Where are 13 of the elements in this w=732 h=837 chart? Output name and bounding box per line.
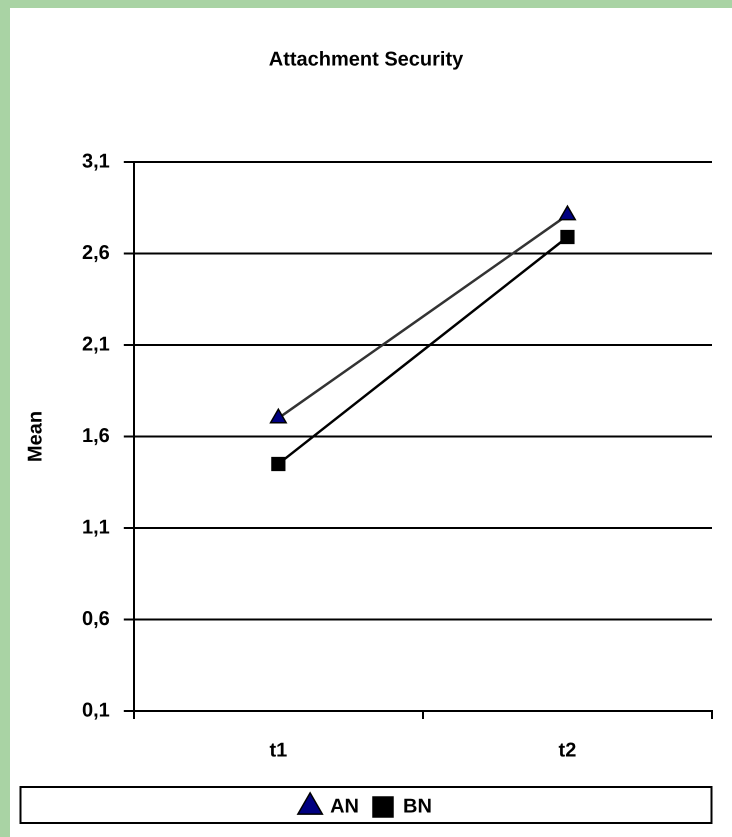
x-tick-label: t1	[269, 740, 288, 762]
y-axis-title: Mean	[24, 410, 47, 462]
chart-title: Attachment Security	[268, 48, 464, 71]
y-tick-label: 2,1	[82, 334, 110, 356]
x-tick-label: t2	[558, 740, 576, 762]
y-tick-label: 1,6	[82, 425, 110, 448]
legend-label: BN	[403, 796, 432, 818]
y-tick-label: 0,6	[82, 608, 110, 630]
y-tick-label: 2,6	[82, 242, 110, 264]
y-tick-label: 3,1	[82, 150, 110, 173]
y-tick-label: 1,1	[82, 516, 110, 539]
y-tick-label: 0,1	[82, 700, 110, 722]
legend-label: AN	[330, 796, 360, 818]
